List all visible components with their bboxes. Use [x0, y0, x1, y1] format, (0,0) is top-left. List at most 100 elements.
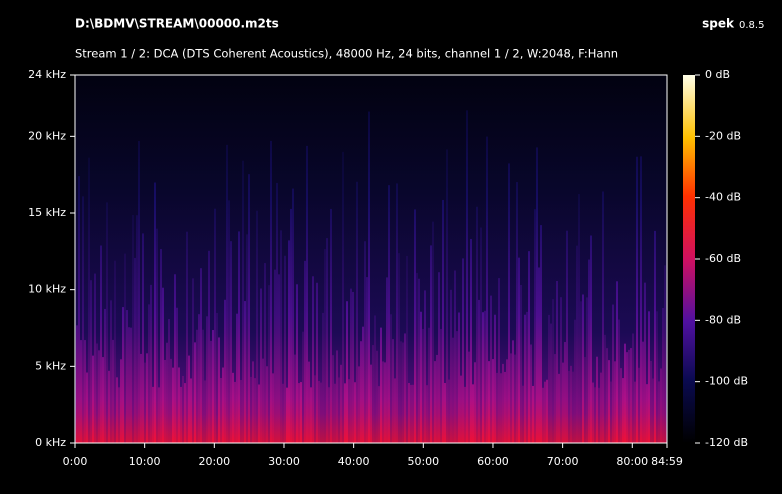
spectral-column: [120, 359, 122, 443]
spectral-column: [116, 377, 118, 443]
spectral-column: [230, 241, 232, 443]
spectral-column: [278, 274, 280, 443]
spectral-column: [296, 284, 298, 443]
spectral-column: [150, 284, 152, 443]
spectral-column: [128, 327, 130, 443]
spectral-column: [414, 209, 416, 443]
spectral-column: [432, 221, 434, 443]
spectral-column: [272, 373, 274, 443]
spectral-column: [442, 199, 444, 443]
spectral-column: [322, 312, 324, 443]
spectral-column: [646, 384, 648, 443]
spectral-column: [506, 359, 508, 443]
spectral-column: [94, 273, 96, 443]
spectral-column: [400, 341, 402, 443]
spectral-column: [90, 280, 92, 443]
spectral-column: [662, 307, 664, 443]
spectral-column: [606, 348, 608, 443]
spectral-column: [196, 329, 198, 443]
spectral-column: [234, 381, 236, 443]
spectral-column: [470, 238, 472, 443]
spectral-column: [446, 149, 448, 443]
spectral-column: [256, 210, 258, 443]
spectral-column: [500, 373, 502, 443]
spectral-column: [124, 253, 126, 443]
spectral-column: [138, 140, 140, 443]
spectral-column: [396, 183, 398, 443]
spectral-column: [530, 344, 532, 443]
spectral-column: [620, 368, 622, 443]
spectral-column: [260, 288, 262, 443]
spectral-column: [664, 265, 666, 443]
plot-frame: [74, 74, 668, 444]
spectral-column: [292, 188, 294, 443]
spectral-column: [560, 297, 562, 443]
spectral-column: [564, 342, 566, 443]
spectral-column: [326, 238, 328, 443]
spectral-column: [634, 381, 636, 443]
spectral-column: [650, 360, 652, 443]
spectral-column: [100, 245, 102, 443]
spectral-column: [418, 278, 420, 443]
spectral-column: [264, 263, 266, 443]
spectral-column: [436, 354, 438, 443]
spectral-column: [320, 382, 322, 443]
spectral-column: [328, 387, 330, 443]
spectral-column: [254, 378, 256, 443]
x-tick-label: 80:00: [616, 455, 648, 468]
spectral-column: [638, 367, 640, 443]
colorbar: [683, 75, 695, 443]
y-tick-label: 10 kHz: [28, 283, 66, 296]
spectral-column: [336, 350, 338, 443]
spectral-column: [106, 202, 108, 443]
spectral-column: [504, 371, 506, 443]
spectral-column: [362, 326, 364, 443]
spectral-column: [350, 288, 352, 443]
spectral-column: [408, 383, 410, 443]
spectral-column: [290, 208, 292, 443]
spectral-column: [600, 372, 602, 443]
spectral-column: [132, 215, 134, 443]
spectral-column: [204, 380, 206, 443]
spectral-column: [206, 316, 208, 443]
spectral-column: [358, 366, 360, 443]
spectral-column: [556, 280, 558, 443]
spectral-column: [394, 378, 396, 443]
spectral-column: [420, 311, 422, 443]
spectral-column: [188, 355, 190, 443]
spectral-column: [498, 278, 500, 443]
spectral-column: [172, 367, 174, 443]
x-tick-label: 40:00: [338, 455, 370, 468]
spectral-column: [526, 311, 528, 443]
spectral-column: [146, 353, 148, 443]
spectral-column: [402, 342, 404, 443]
spectral-column: [156, 228, 158, 443]
app-version: 0.8.5: [739, 20, 764, 31]
spectral-column: [616, 281, 618, 443]
spectral-column: [140, 353, 142, 443]
spectral-column: [580, 301, 582, 443]
spectral-column: [494, 314, 496, 443]
spectral-column: [374, 315, 376, 443]
spectral-column: [536, 147, 538, 444]
y-tick-label: 5 kHz: [35, 359, 66, 372]
y-tick-label: 15 kHz: [28, 206, 66, 219]
spectral-column: [450, 289, 452, 443]
spectral-column: [98, 350, 100, 443]
spectral-column: [364, 241, 366, 443]
spectral-column: [114, 260, 116, 443]
spectral-column: [268, 285, 270, 443]
spectral-column: [484, 310, 486, 443]
spectral-column: [142, 233, 144, 443]
spectral-column: [216, 313, 218, 443]
spectral-column: [452, 337, 454, 443]
spectral-column: [210, 340, 212, 443]
spectral-column: [642, 341, 644, 443]
spectral-column: [454, 270, 456, 443]
spectral-column: [312, 276, 314, 443]
colorbar-tick-label: -100 dB: [705, 375, 748, 388]
spectral-column: [286, 387, 288, 443]
spectral-column: [144, 362, 146, 443]
spectral-column: [176, 307, 178, 443]
spectral-column: [244, 301, 246, 443]
